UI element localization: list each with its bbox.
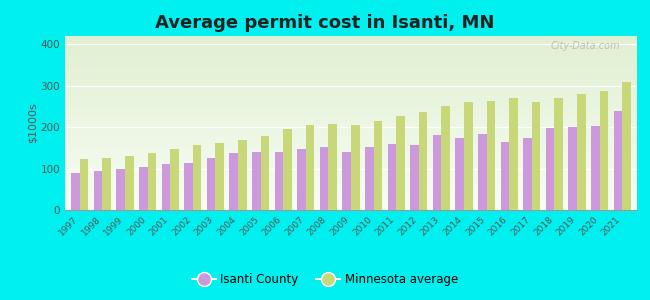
Bar bbox=[80, 160, 88, 210]
Bar bbox=[297, 149, 306, 210]
Bar bbox=[148, 153, 156, 210]
Bar bbox=[306, 125, 315, 210]
Bar bbox=[139, 167, 148, 210]
Bar bbox=[170, 149, 179, 210]
Bar bbox=[193, 145, 202, 210]
Bar bbox=[116, 169, 125, 210]
Bar bbox=[365, 147, 374, 210]
Bar bbox=[569, 127, 577, 210]
Bar bbox=[500, 142, 509, 210]
Bar bbox=[162, 164, 170, 210]
Bar bbox=[532, 102, 540, 210]
Bar bbox=[374, 121, 382, 210]
Bar bbox=[261, 136, 269, 210]
Bar bbox=[238, 140, 246, 210]
Bar bbox=[410, 145, 419, 210]
Bar bbox=[215, 143, 224, 210]
Bar bbox=[274, 152, 283, 210]
Bar bbox=[464, 102, 473, 210]
Bar bbox=[622, 82, 631, 210]
Bar bbox=[102, 158, 111, 210]
Bar bbox=[351, 125, 359, 210]
Bar bbox=[252, 152, 261, 210]
Bar bbox=[509, 98, 518, 210]
Bar bbox=[71, 173, 80, 210]
Bar bbox=[577, 94, 586, 210]
Bar bbox=[343, 152, 351, 210]
Bar bbox=[229, 153, 238, 210]
Bar bbox=[523, 137, 532, 210]
Bar bbox=[433, 135, 441, 210]
Bar bbox=[554, 98, 563, 210]
Bar bbox=[125, 156, 133, 210]
Bar bbox=[283, 129, 292, 210]
Text: Average permit cost in Isanti, MN: Average permit cost in Isanti, MN bbox=[155, 14, 495, 32]
Y-axis label: $1000s: $1000s bbox=[28, 103, 38, 143]
Bar bbox=[328, 124, 337, 210]
Bar bbox=[546, 128, 554, 210]
Bar bbox=[320, 147, 328, 210]
Bar bbox=[396, 116, 405, 210]
Bar bbox=[591, 126, 600, 210]
Bar bbox=[387, 144, 396, 210]
Bar bbox=[441, 106, 450, 210]
Bar bbox=[456, 138, 464, 210]
Bar bbox=[94, 171, 102, 210]
Bar bbox=[614, 111, 622, 210]
Bar bbox=[184, 163, 193, 210]
Bar bbox=[600, 91, 608, 210]
Legend: Isanti County, Minnesota average: Isanti County, Minnesota average bbox=[187, 269, 463, 291]
Bar bbox=[478, 134, 487, 210]
Bar bbox=[207, 158, 215, 210]
Text: City-Data.com: City-Data.com bbox=[550, 41, 620, 51]
Bar bbox=[419, 112, 428, 210]
Bar bbox=[487, 101, 495, 210]
